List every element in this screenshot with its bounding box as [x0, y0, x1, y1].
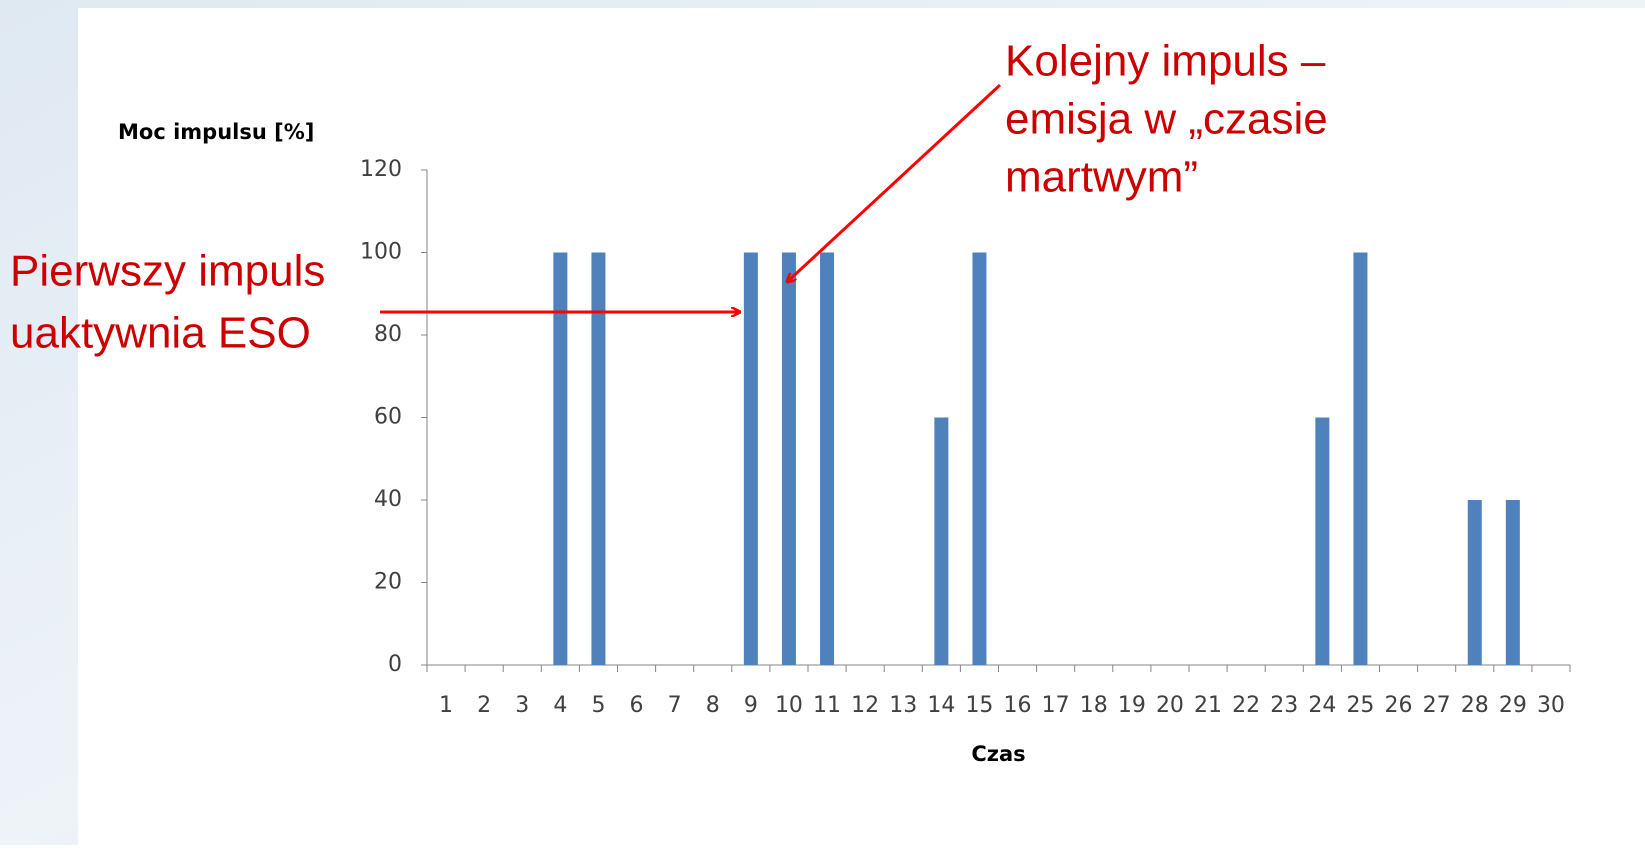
x-tick-label: 18: [1080, 693, 1108, 718]
x-tick-label: 2: [477, 693, 491, 718]
x-tick-label: 17: [1042, 693, 1070, 718]
x-tick-label: 20: [1156, 693, 1184, 718]
x-tick-label: 16: [1004, 693, 1032, 718]
x-tick-label: 19: [1118, 693, 1146, 718]
x-tick-label: 7: [668, 693, 682, 718]
x-tick-label: 30: [1537, 693, 1565, 718]
annotation: emisja w „czasie: [1005, 95, 1328, 144]
x-tick-label: 8: [706, 693, 720, 718]
bar: [934, 418, 948, 666]
x-tick-label: 4: [553, 693, 567, 718]
x-tick-label: 27: [1423, 693, 1451, 718]
bar: [972, 253, 986, 666]
x-tick-label: 6: [630, 693, 644, 718]
bar: [782, 253, 796, 666]
annotation: martwym”: [1005, 153, 1198, 202]
x-tick-label: 14: [927, 693, 955, 718]
x-tick-label: 25: [1346, 693, 1374, 718]
x-tick-label: 24: [1308, 693, 1336, 718]
bar: [591, 253, 605, 666]
x-tick-label: 11: [813, 693, 841, 718]
x-tick-label: 28: [1461, 693, 1489, 718]
y-tick-label: 100: [360, 240, 402, 265]
annotation: Pierwszy impuls: [10, 247, 325, 296]
y-tick-label: 120: [360, 157, 402, 182]
x-tick-label: 15: [965, 693, 993, 718]
x-tick-label: 3: [515, 693, 529, 718]
bar: [1468, 500, 1482, 665]
slide: 0204060801001201234567891011121314151617…: [0, 0, 1645, 845]
x-tick-label: 21: [1194, 693, 1222, 718]
x-tick-label: 29: [1499, 693, 1527, 718]
x-tick-label: 1: [439, 693, 453, 718]
bar: [553, 253, 567, 666]
x-tick-label: 9: [744, 693, 758, 718]
x-tick-label: 23: [1270, 693, 1298, 718]
x-tick-label: 22: [1232, 693, 1260, 718]
x-tick-label: 10: [775, 693, 803, 718]
bar: [1353, 253, 1367, 666]
y-tick-label: 0: [388, 652, 402, 677]
y-axis-title: Moc impulsu [%]: [118, 120, 314, 144]
bar: [820, 253, 834, 666]
x-tick-label: 5: [591, 693, 605, 718]
x-tick-label: 12: [851, 693, 879, 718]
bar: [744, 253, 758, 666]
y-tick-label: 40: [374, 487, 402, 512]
bar: [1506, 500, 1520, 665]
y-tick-label: 20: [374, 570, 402, 595]
x-tick-label: 13: [889, 693, 917, 718]
y-tick-label: 80: [374, 322, 402, 347]
x-axis-title: Czas: [971, 742, 1025, 766]
bar: [1315, 418, 1329, 666]
annotation: uaktywnia ESO: [10, 309, 311, 358]
annotation: Kolejny impuls –: [1005, 37, 1326, 86]
y-tick-label: 60: [374, 405, 402, 430]
x-tick-label: 26: [1385, 693, 1413, 718]
